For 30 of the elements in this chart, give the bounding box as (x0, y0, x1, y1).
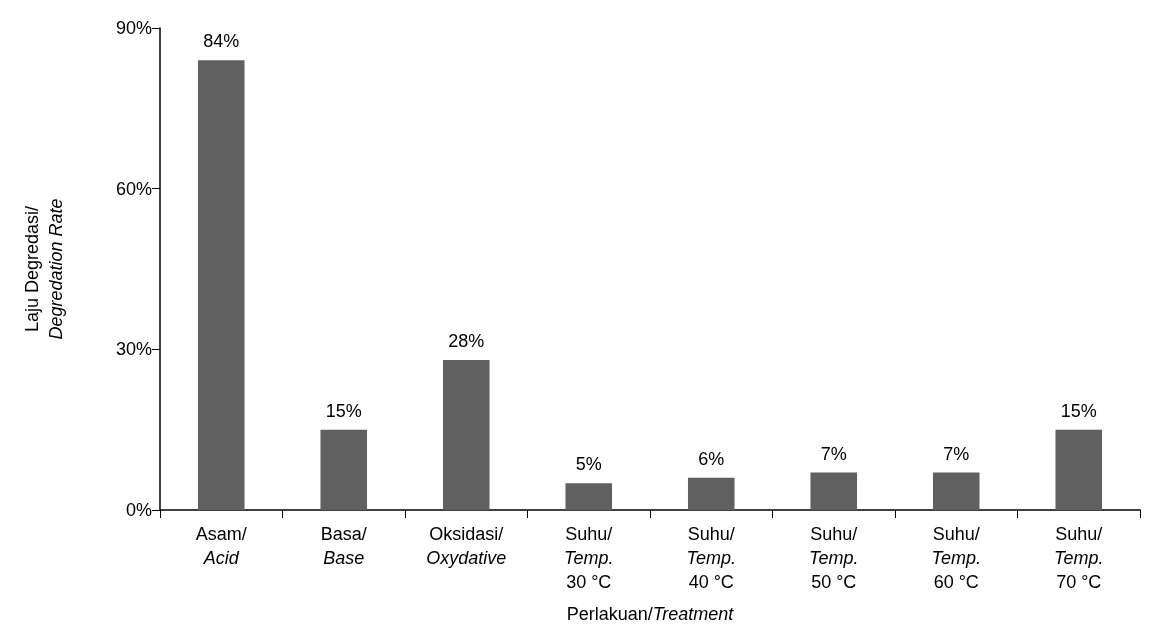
x-tick-label: Basa/ Base (320, 524, 367, 568)
x-tick-label: Suhu/ Temp. 40 °C (686, 524, 736, 592)
bar (565, 483, 613, 510)
bar (442, 360, 490, 510)
bar (320, 429, 368, 510)
x-tick-label: Suhu/ Temp. 70 °C (1054, 524, 1104, 592)
y-tick-label: 60% (115, 178, 152, 199)
bar (810, 472, 858, 510)
data-label: 7% (820, 443, 847, 464)
bar (197, 60, 245, 510)
x-tick-label: Suhu/ Temp. 50 °C (809, 524, 859, 592)
bar (687, 477, 735, 510)
x-axis-title: Perlakuan/Treatment (566, 604, 735, 624)
y-tick-label: 90% (115, 18, 152, 38)
y-tick-label: 30% (115, 339, 152, 360)
x-tick-label: Suhu/ Temp. 30 °C (564, 524, 614, 592)
x-tick-label: Oksidasi/ Oxydative (426, 524, 507, 568)
bar (1055, 429, 1103, 510)
bar (932, 472, 980, 510)
x-tick-label: Asam/ Acid (195, 524, 247, 568)
data-label: 84% (203, 31, 240, 52)
x-tick-label: Suhu/ Temp. 60 °C (931, 524, 981, 592)
data-label: 15% (325, 400, 362, 421)
data-label: 15% (1060, 400, 1097, 421)
data-label: 6% (698, 448, 725, 469)
data-label: 5% (575, 454, 602, 475)
data-label: 28% (448, 331, 485, 352)
y-tick-label: 0% (125, 500, 152, 520)
data-label: 7% (943, 443, 970, 464)
y-axis-title: Laju Degredasi/ Degredation Rate (22, 198, 66, 340)
